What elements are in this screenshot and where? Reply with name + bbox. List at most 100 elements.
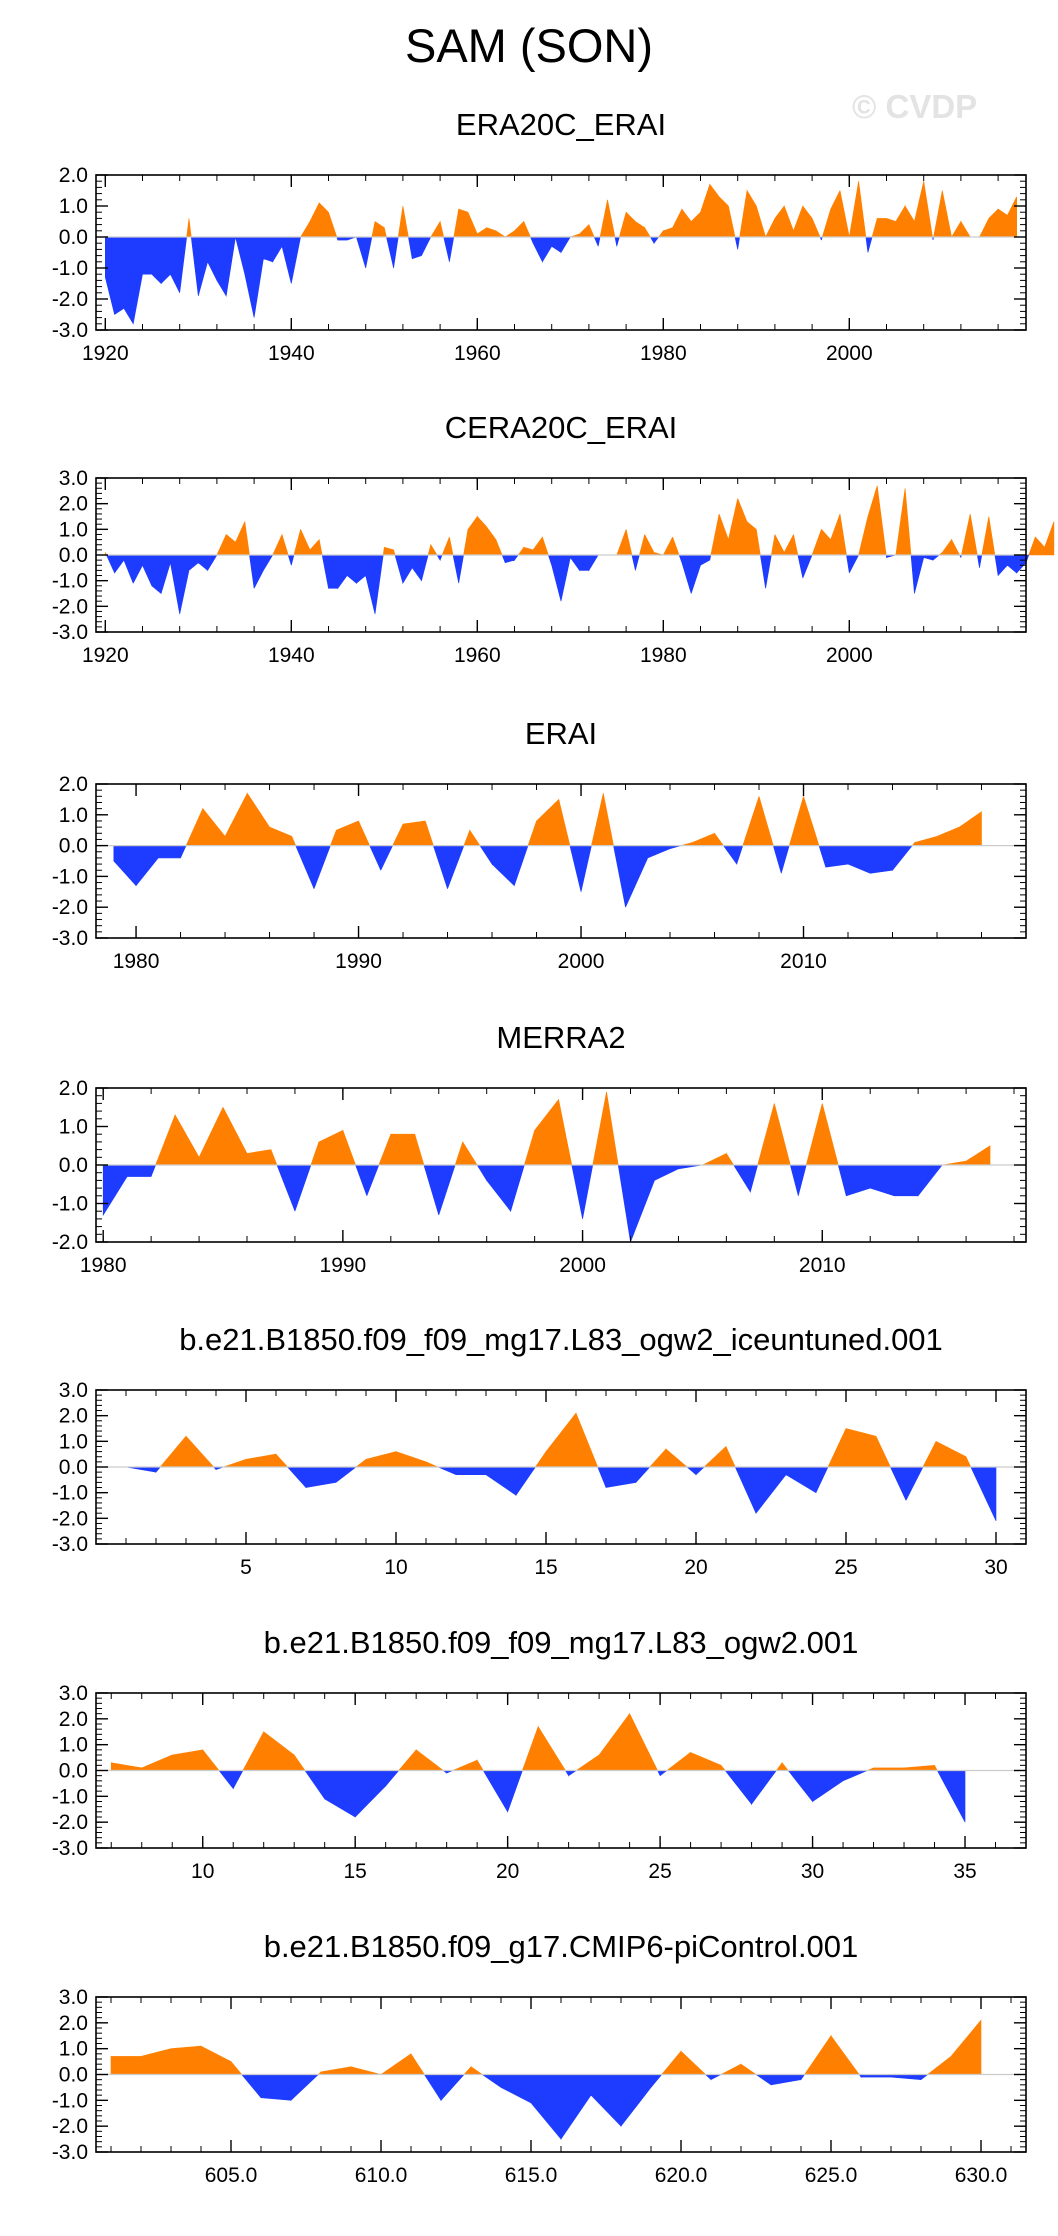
- negative-area: [125, 1466, 997, 1522]
- y-tick-label: 2.0: [59, 1708, 88, 1731]
- y-tick-label: 1.0: [59, 1116, 88, 1139]
- y-tick-label: -3.0: [52, 1533, 88, 1556]
- x-tick-label: 1920: [82, 342, 129, 365]
- x-tick-label: 620.0: [655, 2164, 708, 2187]
- x-tick-label: 610.0: [355, 2164, 408, 2187]
- chart-title: CERA20C_ERAI: [445, 410, 678, 445]
- y-tick-label: 1.0: [59, 804, 88, 827]
- x-tick-label: 2010: [799, 1254, 846, 1277]
- x-tick-label: 15: [344, 1860, 367, 1883]
- negative-area: [113, 845, 913, 908]
- y-tick-label: 0.0: [59, 1760, 88, 1783]
- y-tick-label: -2.0: [52, 896, 88, 919]
- negative-area: [102, 1164, 943, 1243]
- x-tick-label: 20: [684, 1556, 707, 1579]
- y-tick-label: -1.0: [52, 1482, 88, 1505]
- chart-panel-3: ERAI 2.0 1.0 0.0 -1.0 -2.0 -3.0 1980 1990 2000 201…: [52, 716, 1027, 973]
- y-tick-label: -3.0: [52, 1837, 88, 1860]
- y-tick-label: -2.0: [52, 595, 88, 618]
- x-tick-label: 1980: [113, 950, 160, 973]
- negative-area: [105, 554, 1030, 615]
- positive-area: [159, 1412, 972, 1468]
- x-tick-label: 20: [496, 1860, 519, 1883]
- x-tick-label: 1960: [454, 644, 501, 667]
- positive-area: [110, 1712, 938, 1771]
- x-tick-label: 1920: [82, 644, 129, 667]
- chart-panel-7: b.e21.B1850.f09_g17.CMIP6-piControl.001 3…: [52, 1929, 1027, 2187]
- y-tick-label: -3.0: [52, 319, 88, 342]
- y-tick-label: 0.0: [59, 1456, 88, 1479]
- y-tick-label: -2.0: [52, 1231, 88, 1254]
- watermark: © CVDP: [852, 88, 978, 125]
- y-tick-label: -3.0: [52, 927, 88, 950]
- x-tick-label: 1940: [268, 644, 315, 667]
- y-tick-label: 0.0: [59, 1154, 88, 1177]
- chart-title: b.e21.B1850.f09_f09_mg17.L83_ogw2_iceunt…: [179, 1322, 943, 1357]
- x-tick-label: 630.0: [955, 2164, 1008, 2187]
- positive-area: [185, 792, 982, 846]
- y-tick-label: 3.0: [59, 1986, 88, 2009]
- chart-title: ERAI: [525, 716, 597, 751]
- x-tick-label: 605.0: [205, 2164, 258, 2187]
- x-tick-label: 1940: [268, 342, 315, 365]
- y-tick-label: -2.0: [52, 288, 88, 311]
- x-tick-label: 30: [801, 1860, 824, 1883]
- y-tick-label: 2.0: [59, 773, 88, 796]
- chart-panel-2: CERA20C_ERAI 3.0 2.01.0 0.0 -1.0-2.0 -3.01920…: [52, 410, 1055, 667]
- x-tick-label: 15: [534, 1556, 557, 1579]
- y-tick-label: -3.0: [52, 621, 88, 644]
- x-tick-label: 2000: [826, 342, 873, 365]
- y-tick-label: 3.0: [59, 467, 88, 490]
- positive-area: [186, 181, 1017, 238]
- x-tick-label: 625.0: [805, 2164, 858, 2187]
- positive-area: [155, 1091, 991, 1166]
- y-tick-label: -1.0: [52, 865, 88, 888]
- chart-title: b.e21.B1850.f09_f09_mg17.L83_ogw2.001: [264, 1625, 859, 1660]
- x-tick-label: 25: [648, 1860, 671, 1883]
- y-tick-label: 2.0: [59, 1405, 88, 1428]
- main-title: SAM (SON): [404, 19, 654, 72]
- x-tick-label: 2000: [558, 950, 605, 973]
- chart-panel-5: b.e21.B1850.f09_f09_mg17.L83_ogw2_iceunt…: [52, 1322, 1027, 1579]
- y-tick-label: -2.0: [52, 2115, 88, 2138]
- y-tick-label: 0.0: [59, 226, 88, 249]
- negative-area: [218, 1770, 966, 1823]
- y-tick-label: 1.0: [59, 195, 88, 218]
- y-tick-label: 2.0: [59, 493, 88, 516]
- plot-frame: [95, 174, 1027, 331]
- x-tick-label: 10: [384, 1556, 407, 1579]
- y-tick-label: 1.0: [59, 518, 88, 541]
- y-tick-label: -1.0: [52, 2089, 88, 2112]
- y-tick-label: 1.0: [59, 2038, 88, 2061]
- y-tick-label: 2.0: [59, 1077, 88, 1100]
- x-tick-label: 30: [984, 1556, 1007, 1579]
- y-tick-label: -3.0: [52, 2141, 88, 2164]
- y-tick-label: -1.0: [52, 1785, 88, 1808]
- x-tick-label: 35: [953, 1860, 976, 1883]
- positive-area: [105, 485, 1055, 556]
- x-tick-label: 1960: [454, 342, 501, 365]
- x-tick-label: 10: [191, 1860, 214, 1883]
- y-tick-label: 1.0: [59, 1734, 88, 1757]
- x-tick-label: 1990: [320, 1254, 367, 1277]
- chart-title: MERRA2: [496, 1020, 625, 1055]
- plot-frame: [95, 783, 1027, 939]
- y-tick-label: 0.0: [59, 835, 88, 858]
- y-tick-label: -1.0: [52, 570, 88, 593]
- x-tick-label: 2000: [826, 644, 873, 667]
- chart-panel-6: b.e21.B1850.f09_f09_mg17.L83_ogw2.001 3.0…: [52, 1625, 1027, 1883]
- y-tick-label: -1.0: [52, 1193, 88, 1216]
- x-tick-label: 1980: [640, 644, 687, 667]
- y-tick-label: 2.0: [59, 2012, 88, 2035]
- y-tick-label: 3.0: [59, 1682, 88, 1705]
- negative-area: [241, 2074, 929, 2141]
- negative-area: [105, 236, 934, 325]
- positive-area: [110, 2019, 982, 2075]
- chart-title: ERA20C_ERAI: [456, 107, 666, 142]
- x-tick-label: 615.0: [505, 2164, 558, 2187]
- x-tick-label: 2010: [780, 950, 827, 973]
- y-tick-label: 0.0: [59, 2064, 88, 2087]
